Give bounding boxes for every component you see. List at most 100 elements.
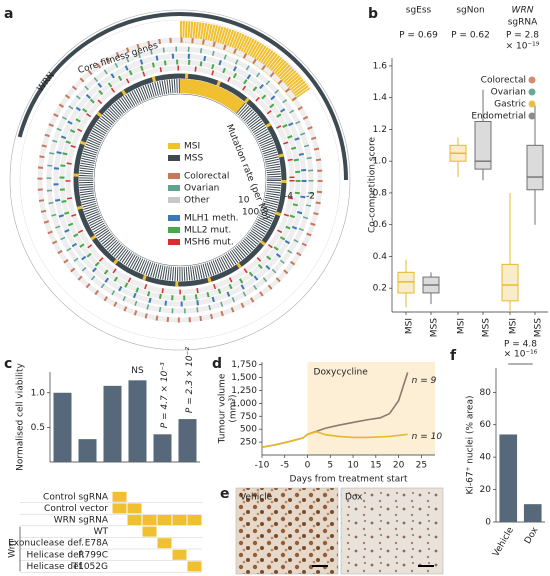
y-tick-label: 0 bbox=[485, 518, 491, 528]
x-tick-label: Dox bbox=[523, 525, 541, 546]
matrix-group-title: Wrn bbox=[8, 540, 18, 558]
y-tick-label: 80 bbox=[480, 388, 492, 398]
outer-ring bbox=[9, 9, 351, 351]
legend-label: MSI bbox=[184, 142, 200, 152]
matrix-row-label: Control sgRNA bbox=[43, 492, 109, 502]
x-tick-label: 5 bbox=[327, 461, 333, 471]
circos-tick-label: -2 bbox=[306, 192, 315, 202]
matrix-cell bbox=[113, 561, 127, 571]
series-line bbox=[261, 430, 408, 449]
x-tick-label: 0 bbox=[305, 461, 311, 471]
legend-swatch bbox=[168, 239, 180, 245]
matrix-cell bbox=[157, 538, 172, 549]
matrix-cell bbox=[172, 515, 187, 525]
x-tick-label: -10 bbox=[255, 461, 270, 471]
legend-label: MLL2 mut. bbox=[184, 226, 231, 236]
matrix-cell bbox=[128, 550, 142, 560]
legend-swatch bbox=[168, 173, 180, 179]
x-tick-label: MSS bbox=[482, 318, 492, 337]
matrix-group-label: Helicase def. bbox=[27, 562, 84, 572]
box bbox=[526, 144, 544, 191]
legend-label: Other bbox=[184, 196, 210, 206]
matrix-cell bbox=[158, 561, 172, 571]
panel-letter: a bbox=[4, 6, 13, 22]
track bbox=[46, 46, 314, 314]
y-tick-label: 500 bbox=[240, 425, 257, 435]
group-label: sgEss bbox=[406, 6, 432, 16]
legend-label: Ovarian bbox=[491, 88, 526, 98]
matrix-cell bbox=[173, 492, 187, 502]
y-tick-label: 1.2 bbox=[373, 125, 387, 135]
y-tick-label: 0.2 bbox=[373, 284, 387, 294]
legend-marker bbox=[528, 88, 536, 96]
vehicle-image bbox=[235, 487, 339, 575]
panel-letter: b bbox=[368, 6, 378, 22]
matrix-cell bbox=[142, 526, 157, 537]
x-tick-label: MSI bbox=[457, 318, 467, 334]
legend-label: MLH1 meth. bbox=[184, 214, 239, 224]
legend-label: MSS bbox=[184, 154, 203, 164]
y-tick-label: 1.6 bbox=[373, 61, 388, 71]
y-axis-label: Co-competition score bbox=[368, 137, 378, 233]
y-tick-label: 1.0 bbox=[373, 157, 388, 167]
bar bbox=[78, 439, 97, 462]
y-tick-label: 1.4 bbox=[373, 93, 388, 103]
x-tick-label: MSS bbox=[534, 318, 544, 337]
inner-circle bbox=[93, 93, 267, 267]
matrix-cell bbox=[128, 527, 142, 537]
group-label: sgRNA bbox=[508, 18, 538, 28]
y-tick-label: 250 bbox=[240, 438, 257, 448]
x-tick-label: 20 bbox=[393, 461, 405, 471]
core-fitness-arc bbox=[179, 21, 311, 102]
annotation: P = 2.3 × 10⁻² bbox=[185, 347, 195, 413]
outer-ring bbox=[19, 19, 341, 341]
annotation: Doxycycline bbox=[314, 368, 369, 378]
matrix-row-label: Control vector bbox=[44, 504, 108, 514]
msi-inner-arc bbox=[179, 79, 245, 114]
msi-ring bbox=[73, 73, 287, 287]
series-label: n = 10 bbox=[412, 432, 443, 442]
matrix-cell bbox=[113, 527, 127, 537]
p-value: × 10⁻¹⁹ bbox=[506, 42, 540, 52]
y-tick-label: 60 bbox=[480, 420, 492, 430]
matrix-cell bbox=[188, 503, 202, 513]
legend-marker bbox=[528, 112, 536, 120]
matrix-group-label: Exonuclease def. bbox=[8, 539, 84, 549]
y-tick-label: 0.5 bbox=[31, 423, 45, 433]
x-tick-label: 15 bbox=[370, 461, 381, 471]
y-tick-label: 0.8 bbox=[373, 188, 388, 198]
track bbox=[65, 65, 295, 295]
x-tick-label: 10 bbox=[347, 461, 359, 471]
bar bbox=[153, 434, 172, 462]
bar bbox=[499, 434, 518, 522]
track bbox=[37, 37, 323, 323]
y-axis-label: Normalised cell viability bbox=[16, 363, 26, 471]
x-tick-label: MSS bbox=[430, 318, 440, 337]
track bbox=[53, 53, 307, 307]
legend-swatch bbox=[168, 143, 180, 149]
image-label: Vehicle bbox=[240, 493, 273, 503]
matrix-cell bbox=[112, 491, 127, 502]
bar bbox=[103, 385, 122, 462]
circos-tick-label: 10 bbox=[238, 196, 250, 206]
image-label: Dox bbox=[345, 493, 363, 503]
series-label: n = 9 bbox=[412, 376, 437, 386]
bar bbox=[128, 380, 147, 462]
legend-swatch bbox=[168, 215, 180, 221]
annotation: P = 4.7 × 10⁻³ bbox=[160, 362, 170, 428]
bar bbox=[53, 392, 72, 462]
matrix-cell bbox=[127, 515, 142, 525]
matrix-cell bbox=[142, 515, 157, 525]
matrix-cell bbox=[127, 503, 142, 514]
matrix-cell bbox=[158, 527, 172, 537]
bar bbox=[523, 504, 542, 522]
matrix-row-label: WT bbox=[94, 527, 109, 537]
legend-swatch bbox=[168, 197, 180, 203]
x-tick-label: 25 bbox=[416, 461, 427, 471]
matrix-cell bbox=[173, 561, 187, 571]
matrix-cell bbox=[158, 550, 172, 560]
matrix-cell bbox=[188, 492, 202, 502]
p-value: P = 0.69 bbox=[399, 31, 438, 41]
matrix-cell bbox=[113, 515, 127, 525]
